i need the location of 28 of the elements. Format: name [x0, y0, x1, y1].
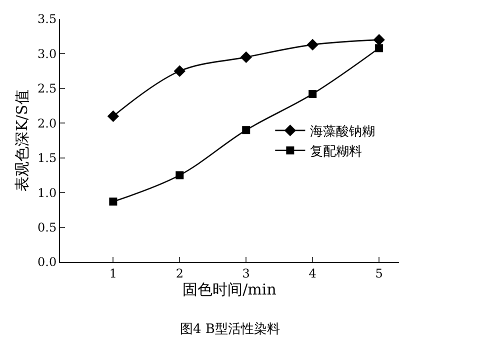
point: [176, 171, 184, 180]
y-tick-label: 0.5: [38, 220, 57, 234]
y-tick-label: 2.5: [38, 82, 57, 96]
legend-label: 海藻酸钠糊: [310, 124, 376, 140]
y-tick-label: 0.0: [38, 255, 57, 270]
point: [306, 38, 318, 51]
y-tick-label: 1.0: [38, 186, 57, 200]
x-tick-label: 5: [375, 266, 383, 280]
y-axis-title: 表观色深K/S值: [12, 90, 31, 192]
point: [308, 90, 317, 98]
x-tick-label: 2: [176, 266, 184, 280]
y-tick-label: 3.0: [38, 46, 57, 61]
legend-label: 复配糊料: [310, 144, 362, 160]
point: [242, 126, 250, 134]
x-tick-label: 3: [242, 266, 250, 280]
x-tick-label: 4: [308, 266, 317, 280]
point: [375, 44, 384, 52]
y-tick-label: 1.5: [38, 151, 57, 166]
point: [174, 65, 186, 77]
point: [109, 198, 118, 206]
caption: 图4 B型活性染料: [180, 322, 280, 337]
point: [373, 34, 385, 46]
point: [107, 110, 120, 122]
y-tick-label: 3.5: [38, 12, 57, 26]
point: [240, 51, 252, 64]
x-axis-title: 固色时间/min: [182, 280, 277, 298]
y-tick-label: 2.0: [38, 116, 57, 130]
x-tick-label: 1: [109, 266, 117, 280]
